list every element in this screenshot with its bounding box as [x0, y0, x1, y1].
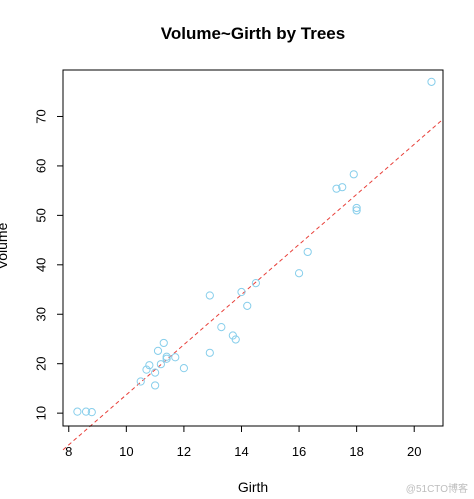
points-series: [73, 77, 436, 417]
y-tick-label: 30: [34, 307, 49, 321]
y-tick-label: 10: [34, 406, 49, 420]
data-point: [145, 361, 154, 370]
data-point: [87, 408, 96, 417]
data-point: [243, 301, 252, 310]
data-point: [151, 381, 160, 390]
data-point: [73, 407, 82, 416]
data-point: [205, 348, 214, 357]
x-tick-label: 16: [292, 444, 306, 459]
data-point: [349, 170, 358, 179]
data-point: [153, 346, 163, 355]
x-tick-label: 14: [234, 444, 248, 459]
y-tick-label: 40: [34, 258, 49, 272]
data-point: [303, 247, 312, 257]
x-axis: 8 10 12 14 16 18 20: [65, 426, 421, 459]
x-tick-label: 18: [349, 444, 363, 459]
x-tick-label: 8: [65, 444, 72, 459]
data-point: [205, 291, 214, 300]
watermark: @51CTO博客: [406, 482, 468, 495]
data-point: [251, 279, 260, 288]
y-tick-label: 70: [34, 109, 49, 123]
chart-title: Volume~Girth by Trees: [161, 24, 345, 43]
data-point: [156, 360, 165, 369]
data-point: [162, 354, 171, 363]
data-point: [294, 269, 304, 278]
y-axis: 10 20 30 40 50 60 70: [34, 109, 63, 420]
y-axis-title: Volume: [0, 222, 10, 269]
data-point: [427, 77, 436, 86]
data-point: [151, 368, 160, 377]
y-tick-label: 50: [34, 208, 49, 222]
data-point: [159, 338, 168, 348]
data-point: [332, 184, 341, 193]
data-point: [231, 335, 240, 344]
y-tick-label: 20: [34, 356, 49, 370]
data-point: [352, 203, 361, 213]
data-point: [136, 377, 145, 386]
data-point: [217, 323, 226, 332]
data-point: [81, 407, 91, 416]
data-point: [142, 365, 151, 374]
x-tick-label: 20: [407, 444, 421, 459]
x-tick-label: 12: [177, 444, 191, 459]
data-point: [352, 206, 361, 215]
data-point: [171, 353, 180, 362]
plot-frame: [62, 69, 444, 427]
data-point: [237, 287, 246, 297]
x-axis-title: Girth: [238, 479, 268, 495]
data-point: [162, 352, 171, 361]
x-tick-label: 10: [119, 444, 133, 459]
y-tick-label: 60: [34, 159, 49, 173]
data-point: [338, 183, 347, 192]
data-point: [179, 364, 189, 373]
